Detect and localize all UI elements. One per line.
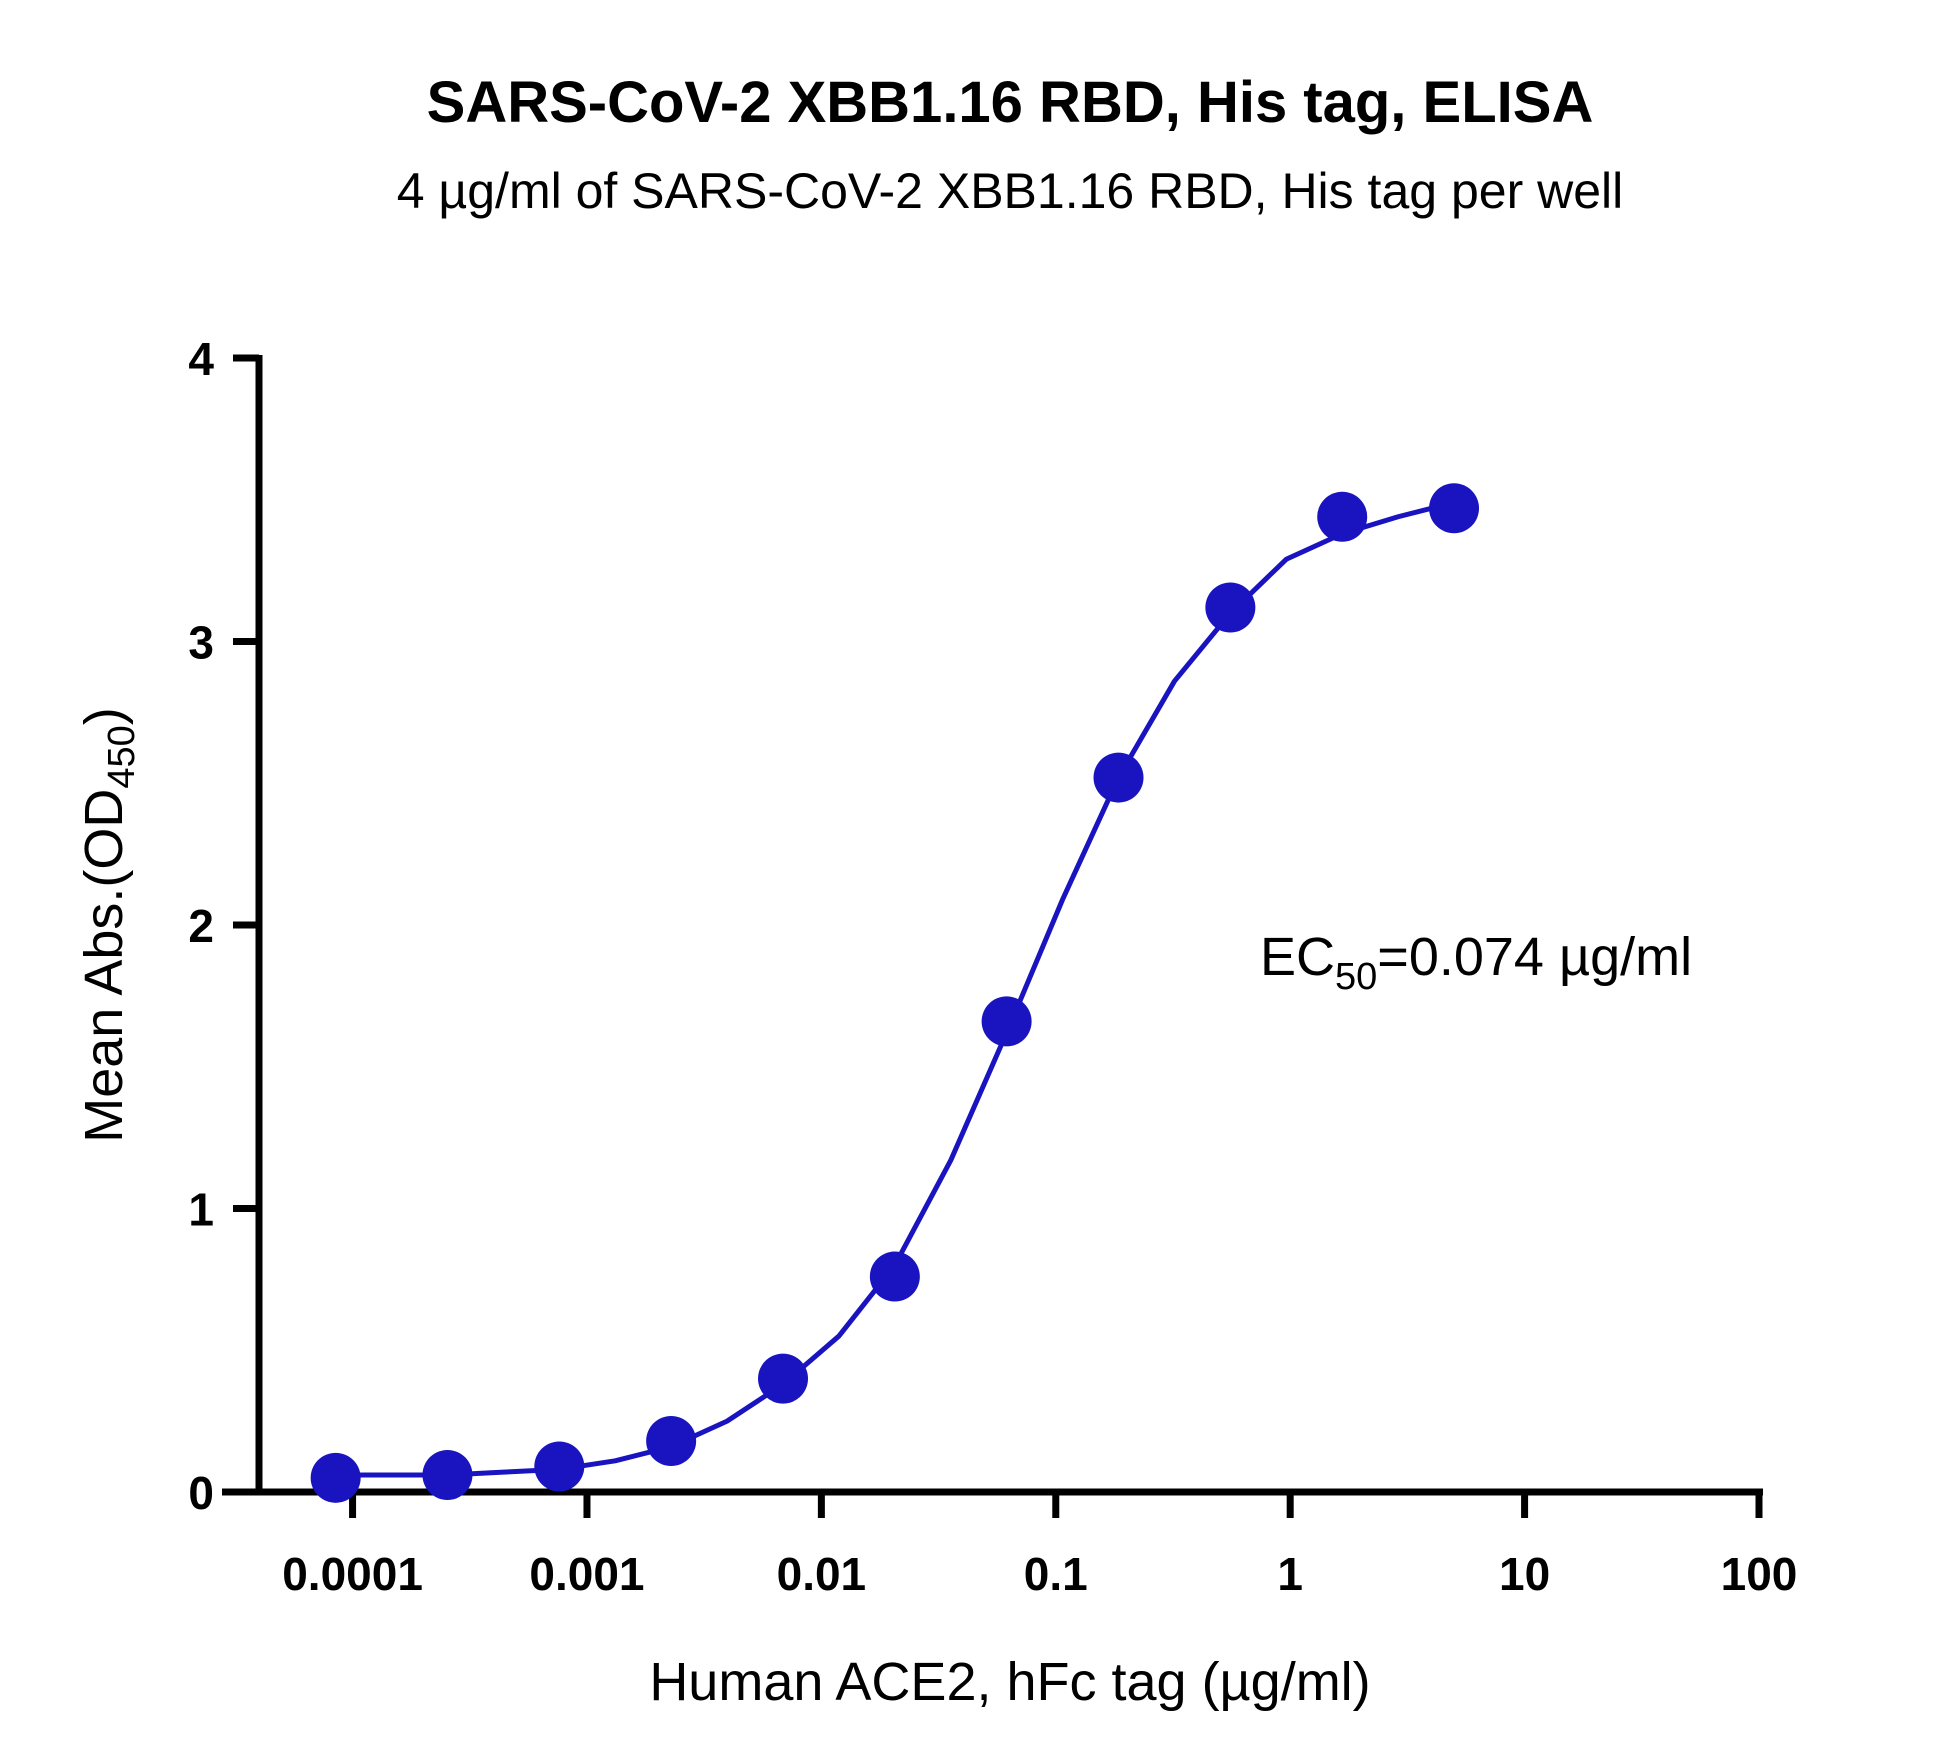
x-axis-title: Human ACE2, hFc tag (µg/ml) xyxy=(649,1652,1370,1712)
x-tick-label: 0.01 xyxy=(777,1548,867,1600)
x-tick-label: 100 xyxy=(1721,1548,1798,1600)
chart-title: SARS-CoV-2 XBB1.16 RBD, His tag, ELISA xyxy=(427,70,1594,135)
x-tick-label: 1 xyxy=(1277,1548,1303,1600)
chart-subtitle: 4 µg/ml of SARS-CoV-2 XBB1.16 RBD, His t… xyxy=(397,163,1624,219)
y-tick-label: 4 xyxy=(188,333,214,385)
data-point xyxy=(1429,483,1480,534)
y-axis-title-sub: 450 xyxy=(101,725,143,788)
annotation-main: EC xyxy=(1260,927,1335,987)
data-point xyxy=(869,1251,920,1302)
data-point xyxy=(1317,491,1368,542)
y-tick-label: 1 xyxy=(188,1184,214,1236)
data-point xyxy=(1093,752,1144,803)
data-point xyxy=(310,1452,361,1503)
data-point xyxy=(422,1449,473,1500)
ec50-annotation: EC50=0.074 µg/ml xyxy=(1260,927,1692,998)
y-tick-label: 3 xyxy=(188,617,214,669)
y-axis-title-main: Mean Abs.(OD xyxy=(74,789,134,1143)
x-tick-label: 0.1 xyxy=(1024,1548,1088,1600)
data-point xyxy=(646,1415,697,1466)
data-point xyxy=(534,1441,585,1492)
data-point xyxy=(758,1353,809,1404)
x-tick-label: 0.001 xyxy=(529,1548,644,1600)
annotation-sub: 50 xyxy=(1335,956,1377,998)
y-axis-title-rest: ) xyxy=(74,707,134,725)
x-tick-label: 10 xyxy=(1499,1548,1550,1600)
y-tick-label: 0 xyxy=(188,1467,214,1519)
annotation-rest: =0.074 µg/ml xyxy=(1377,927,1692,987)
fit-curve xyxy=(335,500,1455,1478)
x-tick-label: 0.0001 xyxy=(282,1548,423,1600)
y-axis-title: Mean Abs.(OD450) xyxy=(74,707,143,1143)
data-point xyxy=(981,996,1032,1047)
y-tick-label: 2 xyxy=(188,900,214,952)
data-point xyxy=(1205,582,1256,633)
